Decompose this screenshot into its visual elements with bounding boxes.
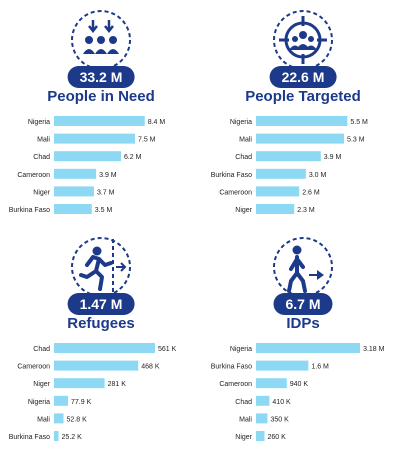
- panel-refugees: 1.47 M Refugees Chad 561 K Cameroon 468 K Ni…: [0, 227, 202, 454]
- value-label: 3.7 M: [97, 189, 115, 196]
- category-label: Chad: [235, 154, 252, 161]
- category-label: Chad: [33, 154, 50, 161]
- panel-heading: People Targeted: [245, 88, 361, 105]
- bar: [256, 116, 348, 126]
- category-label: Cameroon: [17, 364, 50, 371]
- bar: [256, 168, 306, 179]
- bar: [256, 186, 300, 197]
- people-in-need-icon: [71, 10, 131, 70]
- value-label: 5.3 M: [347, 137, 365, 144]
- panel-heading: IDPs: [286, 315, 320, 332]
- bar: [256, 133, 345, 144]
- panel-heading: People in Need: [47, 88, 155, 105]
- value-label: 3.9 M: [99, 172, 117, 179]
- bar: [54, 133, 135, 144]
- refugee-icon: [71, 237, 131, 297]
- value-label: 940 K: [290, 381, 309, 388]
- category-label: Mali: [239, 137, 252, 144]
- bar: [54, 204, 92, 214]
- bar-chart-svg: Nigeria 5.5 M Mali 5.3 M Chad 3.9 M Burkina Fa…: [211, 116, 368, 214]
- bar: [54, 395, 69, 406]
- figure-pill: 33.2 M: [67, 66, 135, 88]
- panel-people-in-need: 33.2 M People in Need Nigeria 8.4 M Mali 7.…: [0, 0, 202, 227]
- category-label: Chad: [235, 399, 252, 406]
- category-label: Niger: [33, 189, 50, 196]
- bar-chart: Chad 561 K Cameroon 468 K Niger 281 K Nigeria 7…: [0, 341, 202, 451]
- category-label: Burkina Faso: [9, 207, 50, 214]
- category-label: Chad: [33, 346, 50, 353]
- value-label: 25.2 K: [62, 434, 83, 441]
- bar: [256, 378, 287, 389]
- bar: [256, 395, 270, 406]
- category-label: Cameroon: [219, 189, 252, 196]
- value-label: 3.0 M: [309, 172, 327, 179]
- value-label: 2.6 M: [302, 189, 320, 196]
- bar: [54, 186, 94, 197]
- bar: [256, 151, 321, 162]
- bar: [256, 204, 295, 214]
- category-label: Niger: [33, 381, 50, 388]
- bar-chart-svg: Nigeria 8.4 M Mali 7.5 M Chad 6.2 M Cameroon 3.…: [9, 116, 166, 214]
- category-label: Burkina Faso: [211, 172, 252, 179]
- bar-chart: Nigeria 5.5 M Mali 5.3 M Chad 3.9 M Burkina Fa…: [202, 114, 404, 224]
- figure-pill: 6.7 M: [273, 293, 333, 315]
- value-label: 7.5 M: [138, 137, 156, 144]
- value-label: 3.5 M: [95, 207, 113, 214]
- figure-pill: 22.6 M: [269, 66, 337, 88]
- category-label: Cameroon: [17, 172, 50, 179]
- panel-idps: 6.7 M IDPs Nigeria 3.18 M Burkina Faso 1.6 …: [202, 227, 404, 454]
- value-label: 410 K: [272, 399, 291, 406]
- value-label: 77.9 K: [71, 399, 92, 406]
- bar: [54, 343, 155, 353]
- idp-icon: [273, 237, 333, 297]
- bar: [256, 360, 309, 371]
- bar: [256, 413, 268, 424]
- value-label: 3.18 M: [363, 346, 385, 353]
- category-label: Cameroon: [219, 381, 252, 388]
- category-label: Niger: [235, 434, 252, 441]
- people-targeted-icon: [273, 10, 333, 70]
- value-label: 6.2 M: [124, 154, 142, 161]
- value-label: 260 K: [268, 434, 287, 441]
- bar: [54, 431, 59, 441]
- value-label: 561 K: [158, 346, 177, 353]
- bar: [256, 343, 361, 353]
- value-label: 350 K: [270, 416, 289, 423]
- value-label: 5.5 M: [350, 119, 368, 126]
- category-label: Nigeria: [28, 119, 50, 126]
- value-label: 52.8 K: [67, 416, 88, 423]
- bar: [54, 413, 64, 424]
- value-label: 2.3 M: [297, 207, 315, 214]
- category-label: Nigeria: [28, 399, 50, 406]
- bar: [54, 116, 145, 126]
- bar-chart-svg: Nigeria 3.18 M Burkina Faso 1.6 M Cameroon 94…: [211, 343, 385, 441]
- figure-pill: 1.47 M: [67, 293, 135, 315]
- value-label: 3.9 M: [324, 154, 342, 161]
- category-label: Nigeria: [230, 119, 252, 126]
- value-label: 281 K: [108, 381, 127, 388]
- category-label: Mali: [239, 416, 252, 423]
- category-label: Burkina Faso: [9, 434, 50, 441]
- value-label: 1.6 M: [311, 364, 329, 371]
- category-label: Mali: [37, 416, 50, 423]
- bar-chart: Nigeria 8.4 M Mali 7.5 M Chad 6.2 M Cameroon 3.…: [0, 114, 202, 224]
- bar: [54, 378, 105, 389]
- category-label: Nigeria: [230, 346, 252, 353]
- value-label: 8.4 M: [148, 119, 166, 126]
- bar: [256, 431, 265, 441]
- bar: [54, 151, 121, 162]
- category-label: Mali: [37, 137, 50, 144]
- bar-chart: Nigeria 3.18 M Burkina Faso 1.6 M Cameroon 94…: [202, 341, 404, 451]
- bar: [54, 360, 139, 371]
- category-label: Burkina Faso: [211, 364, 252, 371]
- panel-heading: Refugees: [67, 315, 135, 332]
- panel-people-targeted: 22.6 M People Targeted Nigeria 5.5 M Mali 5…: [202, 0, 404, 227]
- bar: [54, 168, 97, 179]
- category-label: Niger: [235, 207, 252, 214]
- value-label: 468 K: [141, 364, 160, 371]
- bar-chart-svg: Chad 561 K Cameroon 468 K Niger 281 K Nigeria 7…: [9, 343, 177, 441]
